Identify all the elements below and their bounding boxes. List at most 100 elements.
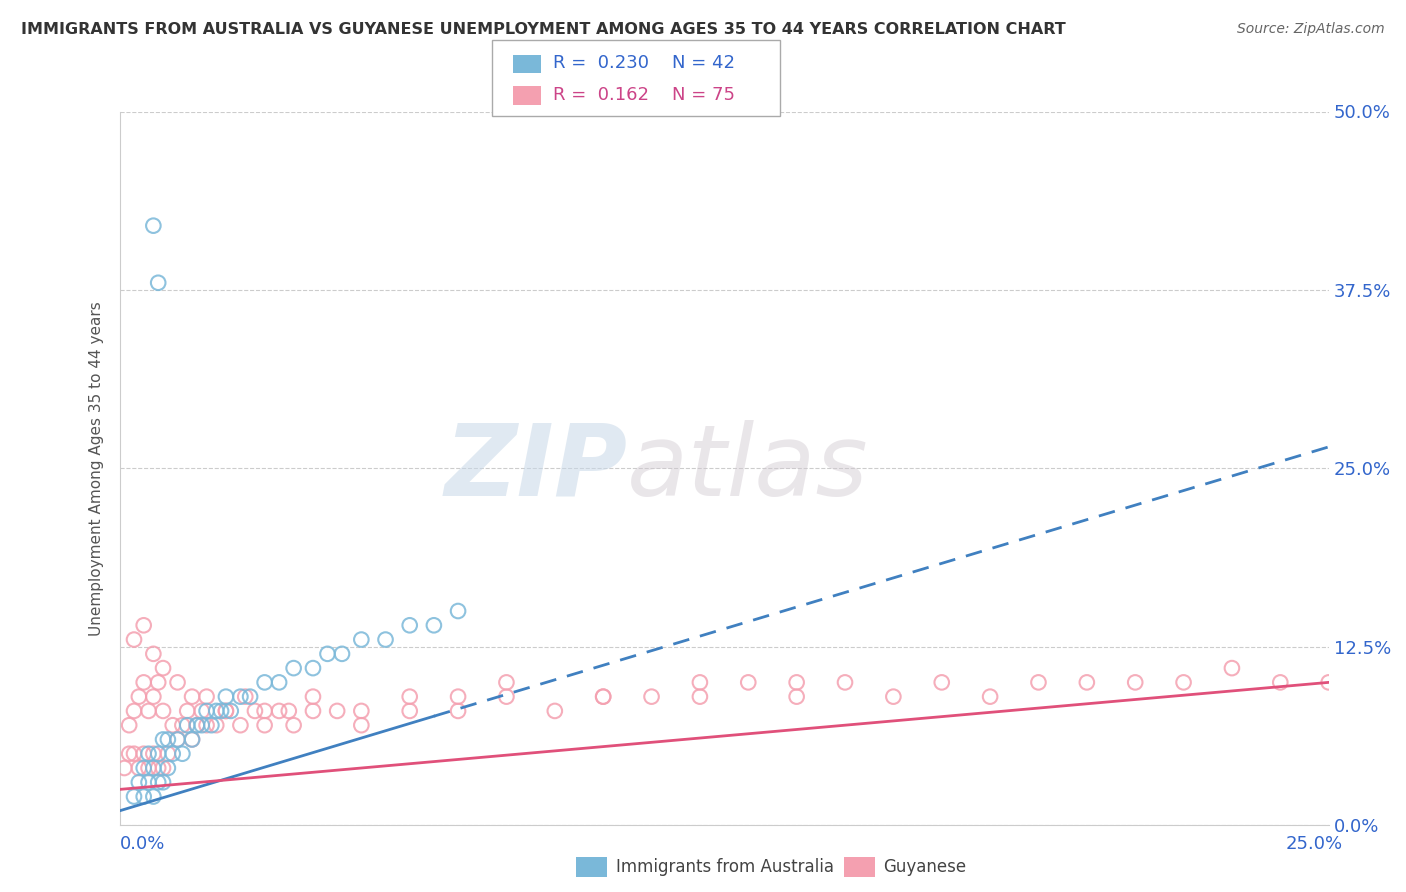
Point [142, 761, 165, 775]
Point [1317, 675, 1340, 690]
Point [447, 690, 470, 704]
Point [152, 761, 174, 775]
Point [142, 647, 165, 661]
Point [122, 632, 145, 647]
Point [132, 789, 155, 804]
Point [592, 690, 614, 704]
Point [138, 775, 160, 789]
Text: atlas: atlas [627, 420, 869, 516]
Point [215, 704, 238, 718]
Point [423, 618, 446, 632]
Point [128, 761, 150, 775]
Point [283, 661, 305, 675]
Point [239, 690, 262, 704]
Point [195, 704, 218, 718]
Point [148, 675, 170, 690]
Point [350, 704, 373, 718]
Point [1270, 675, 1292, 690]
Point [689, 690, 711, 704]
Point [243, 704, 266, 718]
Point [132, 761, 155, 775]
Point [172, 747, 194, 761]
Point [132, 747, 155, 761]
Point [142, 789, 165, 804]
Point [162, 718, 184, 732]
Point [128, 690, 150, 704]
Point [138, 704, 160, 718]
Point [152, 775, 174, 789]
Point [495, 675, 517, 690]
Point [138, 761, 160, 775]
Point [882, 690, 904, 704]
Point [737, 675, 759, 690]
Point [181, 732, 204, 747]
Point [128, 775, 150, 789]
Point [219, 704, 242, 718]
Text: ZIP: ZIP [444, 420, 627, 516]
Point [200, 718, 222, 732]
Text: Guyanese: Guyanese [883, 858, 966, 876]
Point [112, 761, 135, 775]
Point [215, 704, 238, 718]
Point [142, 690, 165, 704]
Point [209, 704, 232, 718]
Point [166, 675, 188, 690]
Point [592, 690, 614, 704]
Point [640, 690, 662, 704]
Point [122, 747, 145, 761]
Text: 0.0%: 0.0% [120, 835, 165, 853]
Point [253, 675, 276, 690]
Point [156, 761, 179, 775]
Point [122, 789, 145, 804]
Point [162, 747, 184, 761]
Point [132, 618, 155, 632]
Point [786, 675, 808, 690]
Point [350, 632, 373, 647]
Point [195, 718, 218, 732]
Point [1076, 675, 1098, 690]
Point [186, 718, 208, 732]
Point [398, 690, 420, 704]
Point [834, 675, 856, 690]
Text: R =  0.230    N = 42: R = 0.230 N = 42 [553, 54, 734, 72]
Point [979, 690, 1001, 704]
Point [176, 704, 198, 718]
Point [330, 647, 353, 661]
Point [138, 747, 160, 761]
Point [1173, 675, 1195, 690]
Point [253, 718, 276, 732]
Point [215, 690, 238, 704]
Point [277, 704, 299, 718]
Point [181, 732, 204, 747]
Point [253, 704, 276, 718]
Point [398, 618, 420, 632]
Text: IMMIGRANTS FROM AUSTRALIA VS GUYANESE UNEMPLOYMENT AMONG AGES 35 TO 44 YEARS COR: IMMIGRANTS FROM AUSTRALIA VS GUYANESE UN… [21, 22, 1066, 37]
Point [1028, 675, 1050, 690]
Point [447, 704, 470, 718]
Text: 25.0%: 25.0% [1285, 835, 1343, 853]
Point [689, 675, 711, 690]
Point [118, 718, 141, 732]
Point [190, 704, 212, 718]
Point [1220, 661, 1243, 675]
Y-axis label: Unemployment Among Ages 35 to 44 years: Unemployment Among Ages 35 to 44 years [89, 301, 104, 636]
Point [172, 718, 194, 732]
Point [152, 704, 174, 718]
Point [350, 718, 373, 732]
Point [374, 632, 396, 647]
Point [132, 675, 155, 690]
Point [181, 690, 204, 704]
Point [118, 747, 141, 761]
Point [302, 661, 325, 675]
Text: Source: ZipAtlas.com: Source: ZipAtlas.com [1237, 22, 1385, 37]
Point [156, 747, 179, 761]
Point [302, 690, 325, 704]
Point [447, 604, 470, 618]
Point [152, 732, 174, 747]
Point [544, 704, 567, 718]
Point [148, 761, 170, 775]
Point [156, 732, 179, 747]
Point [316, 647, 339, 661]
Point [166, 732, 188, 747]
Point [190, 718, 212, 732]
